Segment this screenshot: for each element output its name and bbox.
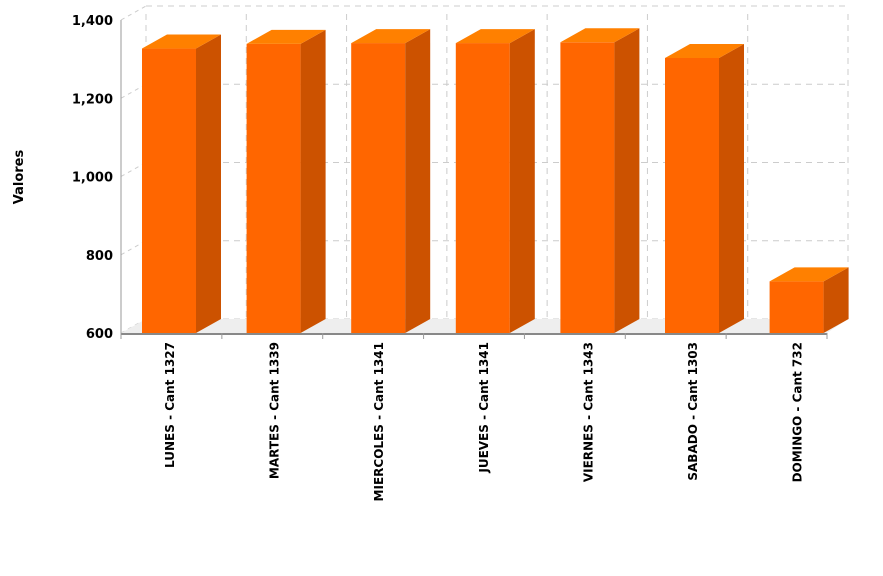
bar-front: [455, 43, 510, 334]
bar: [246, 29, 326, 334]
bar-top: [351, 29, 431, 44]
tick-labels: 600 800 1,000 1,200 1,400 LUNES - Cant 1327 MA…: [72, 14, 805, 501]
bar-front: [665, 57, 719, 334]
x-tick-label: VIERNES - Cant 1343: [581, 342, 595, 482]
bar-top: [665, 43, 744, 58]
bar-front: [246, 43, 301, 334]
bar-top: [142, 34, 221, 49]
bar-side: [300, 29, 326, 334]
bar-side: [614, 28, 640, 334]
y-tick-label: 600: [86, 327, 113, 342]
x-tick-label: MARTES - Cant 1339: [268, 342, 282, 479]
bar-top: [246, 29, 326, 44]
y-axis-title: Valores: [12, 150, 27, 205]
bar-front: [351, 43, 406, 334]
bar: [455, 29, 535, 334]
bar-top: [769, 267, 849, 282]
bar-top: [455, 29, 535, 44]
bar-top: [560, 28, 640, 43]
x-tick-label: MIERCOLES - Cant 1341: [372, 342, 386, 501]
x-tick-label: LUNES - Cant 1327: [163, 342, 177, 468]
x-tick-label: SABADO - Cant 1303: [686, 342, 700, 481]
bar: [769, 267, 849, 333]
bar: [142, 34, 221, 333]
bar-side: [823, 267, 849, 333]
x-tick-label: JUEVES - Cant 1341: [477, 342, 491, 474]
bar-side: [509, 29, 535, 334]
x-tick-label: DOMINGO - Cant 732: [791, 342, 805, 482]
bar-front: [769, 281, 824, 333]
y-gridline-depth: [120, 5, 147, 21]
y-tick-label: 1,400: [72, 14, 113, 29]
y-tick-label: 1,200: [72, 92, 113, 107]
bar-side: [719, 43, 744, 334]
bars: [142, 28, 849, 334]
bar-side: [405, 29, 431, 334]
bar: [351, 29, 431, 334]
y-tick-label: 1,000: [72, 171, 113, 186]
bar: [665, 43, 744, 334]
bar-front: [142, 48, 196, 333]
bar: [560, 28, 640, 334]
bar-front: [560, 42, 615, 334]
bar-side: [196, 34, 221, 333]
y-tick-label: 800: [86, 249, 113, 264]
